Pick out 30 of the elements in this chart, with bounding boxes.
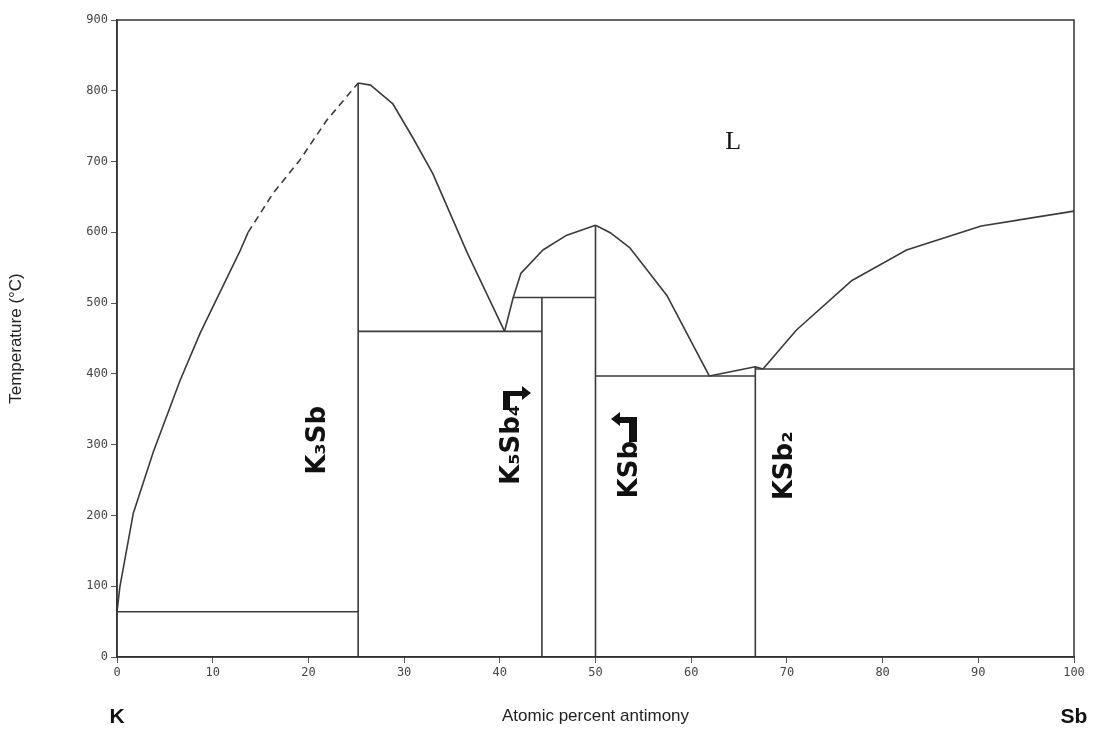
y-tick-label: 500 <box>86 295 108 310</box>
annotation: L <box>725 126 742 156</box>
annotation: K₃Sb <box>300 405 331 475</box>
text: Sb <box>1060 704 1088 728</box>
annotation: K₅Sb₄ <box>494 404 525 486</box>
y-tick-label: 200 <box>86 507 108 522</box>
x-tick-label: 100 <box>1063 665 1085 680</box>
y-tick-label: 700 <box>86 153 108 168</box>
y-axis-title: Temperature (°C) <box>5 273 25 404</box>
y-tick-label: 100 <box>86 578 108 593</box>
y-tick-label: 900 <box>86 12 108 27</box>
annotation: KSb <box>612 440 643 499</box>
y-tick-label: 0 <box>100 649 108 664</box>
x-tick-label: 20 <box>301 665 316 680</box>
x-tick-label: 40 <box>492 665 508 680</box>
x-axis-title: Atomic percent antimony <box>501 706 690 726</box>
y-tick-label: 300 <box>86 436 108 451</box>
text: K <box>109 704 125 728</box>
x-tick-label: 90 <box>971 665 986 680</box>
x-tick-label: 80 <box>875 665 890 680</box>
annotation: KSb₂ <box>767 431 798 501</box>
x-tick-label: 70 <box>779 665 795 680</box>
x-tick-label: 10 <box>205 665 220 680</box>
x-tick-label: 60 <box>683 665 699 680</box>
x-tick-label: 30 <box>396 665 412 680</box>
y-tick-label: 400 <box>86 366 108 381</box>
y-tick-label: 600 <box>86 224 108 239</box>
x-tick-label: 0 <box>113 665 121 680</box>
x-tick-label: 50 <box>588 665 603 680</box>
y-tick-label: 800 <box>86 82 108 97</box>
